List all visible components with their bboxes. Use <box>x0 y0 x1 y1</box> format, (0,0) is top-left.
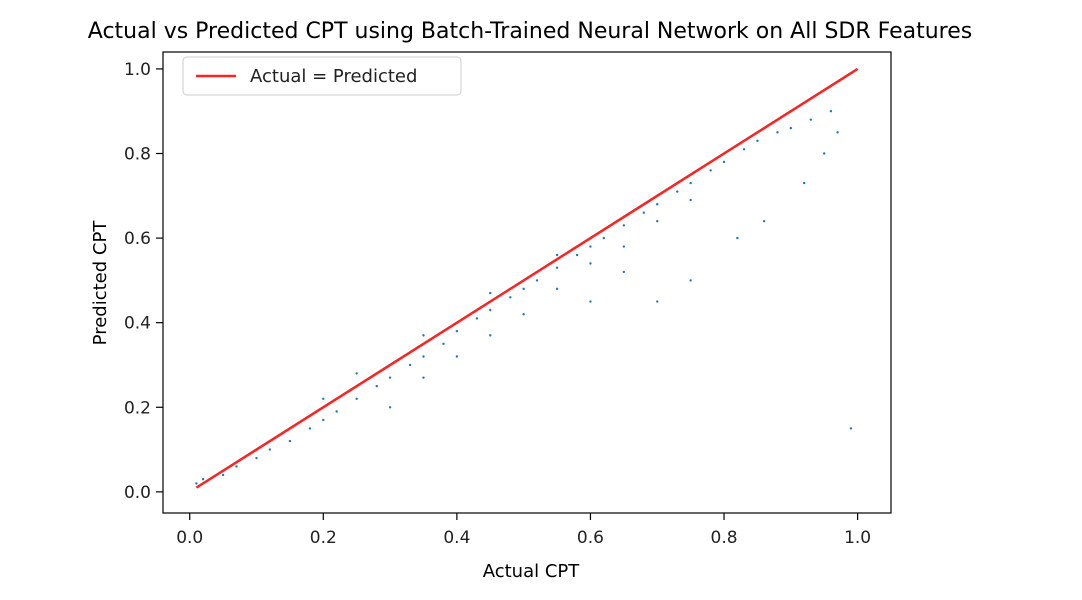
scatter-point-8 <box>308 427 312 430</box>
scatter-point-56 <box>762 219 766 223</box>
scatter-point-21 <box>522 287 525 291</box>
x-tick-label-2: 0.4 <box>443 528 470 548</box>
scatter-point-55 <box>802 181 806 185</box>
scatter-point-20 <box>509 296 512 299</box>
x-axis-label: Actual CPT <box>483 561 581 582</box>
scatter-point-18 <box>475 317 479 320</box>
scatter-point-4 <box>235 465 238 468</box>
scatter-point-24 <box>575 253 579 257</box>
scatter-point-45 <box>555 287 559 291</box>
scatter-point-54 <box>555 253 559 257</box>
scatter-point-11 <box>355 397 358 401</box>
scatter-point-1 <box>201 477 205 481</box>
scatter-point-5 <box>255 456 258 460</box>
scatter-points <box>195 110 853 485</box>
scatter-point-23 <box>555 266 559 269</box>
scatter-point-16 <box>442 342 445 346</box>
scatter-point-0 <box>195 482 198 485</box>
y-axis-label: Predicted CPT <box>90 220 111 346</box>
scatter-point-58 <box>689 279 692 282</box>
y-tick-label-5: 1.0 <box>124 60 151 80</box>
scatter-point-7 <box>288 439 292 443</box>
scatter-point-33 <box>722 160 726 164</box>
scatter-point-64 <box>622 270 626 274</box>
scatter-point-30 <box>676 190 679 193</box>
scatter-point-60 <box>836 131 839 134</box>
scatter-point-42 <box>455 355 459 358</box>
scatter-point-15 <box>422 355 425 358</box>
scatter-point-27 <box>622 224 626 227</box>
scatter-point-36 <box>776 131 779 134</box>
scatter-point-10 <box>335 410 338 413</box>
scatter-point-6 <box>268 448 272 451</box>
scatter-point-14 <box>408 363 412 367</box>
identity-line <box>195 67 859 489</box>
scatter-point-35 <box>756 139 759 143</box>
scatter-point-25 <box>589 245 592 248</box>
scatter-point-46 <box>589 262 592 265</box>
scatter-point-29 <box>656 203 659 206</box>
scatter-point-51 <box>355 372 358 375</box>
scatter-point-32 <box>709 169 712 172</box>
scatter-point-9 <box>322 418 325 422</box>
scatter-point-44 <box>522 313 525 316</box>
scatter-point-39 <box>829 110 833 113</box>
x-tick-label-4: 0.8 <box>711 528 738 548</box>
scatter-point-38 <box>809 118 813 121</box>
chart-title: Actual vs Predicted CPT using Batch-Trai… <box>88 19 972 44</box>
scatter-point-49 <box>689 198 692 202</box>
scatter-point-17 <box>455 329 459 333</box>
scatter-point-53 <box>489 291 492 295</box>
y-tick-label-4: 0.8 <box>124 145 151 165</box>
y-axis: 0.0 0.2 0.4 0.6 0.8 1.0 <box>124 60 163 503</box>
y-tick-label-0: 0.0 <box>124 483 151 503</box>
scatter-point-12 <box>375 384 378 388</box>
scatter-point-61 <box>823 152 826 155</box>
scatter-point-50 <box>322 397 325 401</box>
legend-entry-actual-equals-predicted: Actual = Predicted <box>250 66 417 87</box>
scatter-point-41 <box>422 376 425 379</box>
y-tick-label-2: 0.4 <box>124 314 151 334</box>
scatter-point-59 <box>656 300 659 303</box>
scatter-point-19 <box>489 308 492 312</box>
y-tick-label-3: 0.6 <box>124 229 151 249</box>
scatter-point-52 <box>422 334 425 337</box>
scatter-point-63 <box>589 300 592 303</box>
x-tick-label-1: 0.2 <box>310 528 337 548</box>
scatter-point-47 <box>622 245 626 248</box>
scatter-point-43 <box>489 334 492 337</box>
scatter-point-13 <box>388 376 392 379</box>
scatter-point-31 <box>689 181 692 185</box>
scatter-point-3 <box>221 473 225 477</box>
x-tick-label-3: 0.6 <box>577 528 604 548</box>
scatter-point-62 <box>849 427 853 430</box>
scatter-point-34 <box>742 148 746 151</box>
scatter-point-28 <box>642 211 646 214</box>
plot-area-frame <box>162 51 892 514</box>
legend: Actual = Predicted <box>182 56 462 96</box>
identity-line-layer <box>195 67 859 489</box>
scatter-point-40 <box>388 406 392 409</box>
scatter-point-26 <box>602 236 606 240</box>
y-tick-label-1: 0.2 <box>124 398 151 418</box>
scatter-point-22 <box>535 279 539 282</box>
legend-box <box>182 56 462 96</box>
x-tick-label-0: 0.0 <box>176 528 203 548</box>
x-axis: 0.0 0.2 0.4 0.6 0.8 1.0 <box>176 513 871 548</box>
scatter-point-37 <box>789 126 793 130</box>
scatter-point-48 <box>656 219 659 223</box>
scatter-point-57 <box>736 236 739 240</box>
x-tick-label-5: 1.0 <box>844 528 871 548</box>
